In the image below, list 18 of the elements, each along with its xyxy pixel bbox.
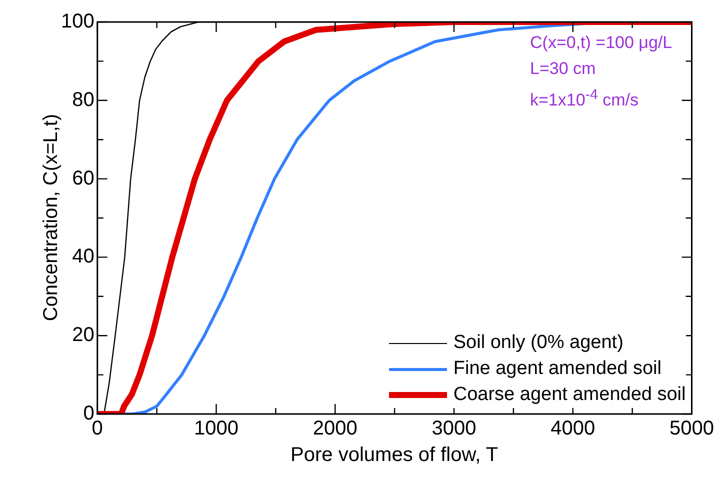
x-axis-title: Pore volumes of flow, T bbox=[290, 444, 498, 467]
legend-label: Soil only (0% agent) bbox=[453, 332, 624, 354]
y-tick-label: 20 bbox=[72, 324, 94, 346]
y-tick-label: 100 bbox=[60, 10, 94, 33]
y-tick-label: 40 bbox=[72, 246, 94, 268]
y-tick-label: 80 bbox=[72, 88, 94, 111]
x-tick-label: 3000 bbox=[432, 418, 476, 440]
x-tick-label: 1000 bbox=[194, 418, 238, 440]
annotation: k=1x10$^{-4}$ cm/s bbox=[530, 86, 640, 112]
x-tick-label: 5000 bbox=[670, 418, 714, 440]
annotation: C(x=0,t) =100 μg/L bbox=[530, 32, 672, 54]
legend-label: Fine agent amended soil bbox=[453, 358, 662, 380]
legend-label: Coarse agent amended soil bbox=[453, 384, 686, 406]
y-axis-title: Concentration, C(x=L,t) bbox=[40, 114, 64, 322]
x-tick-label: 2000 bbox=[312, 418, 358, 440]
annotation: L=30 cm bbox=[530, 58, 597, 80]
x-tick-label: 4000 bbox=[550, 418, 596, 440]
y-tick-label: 60 bbox=[72, 167, 94, 190]
